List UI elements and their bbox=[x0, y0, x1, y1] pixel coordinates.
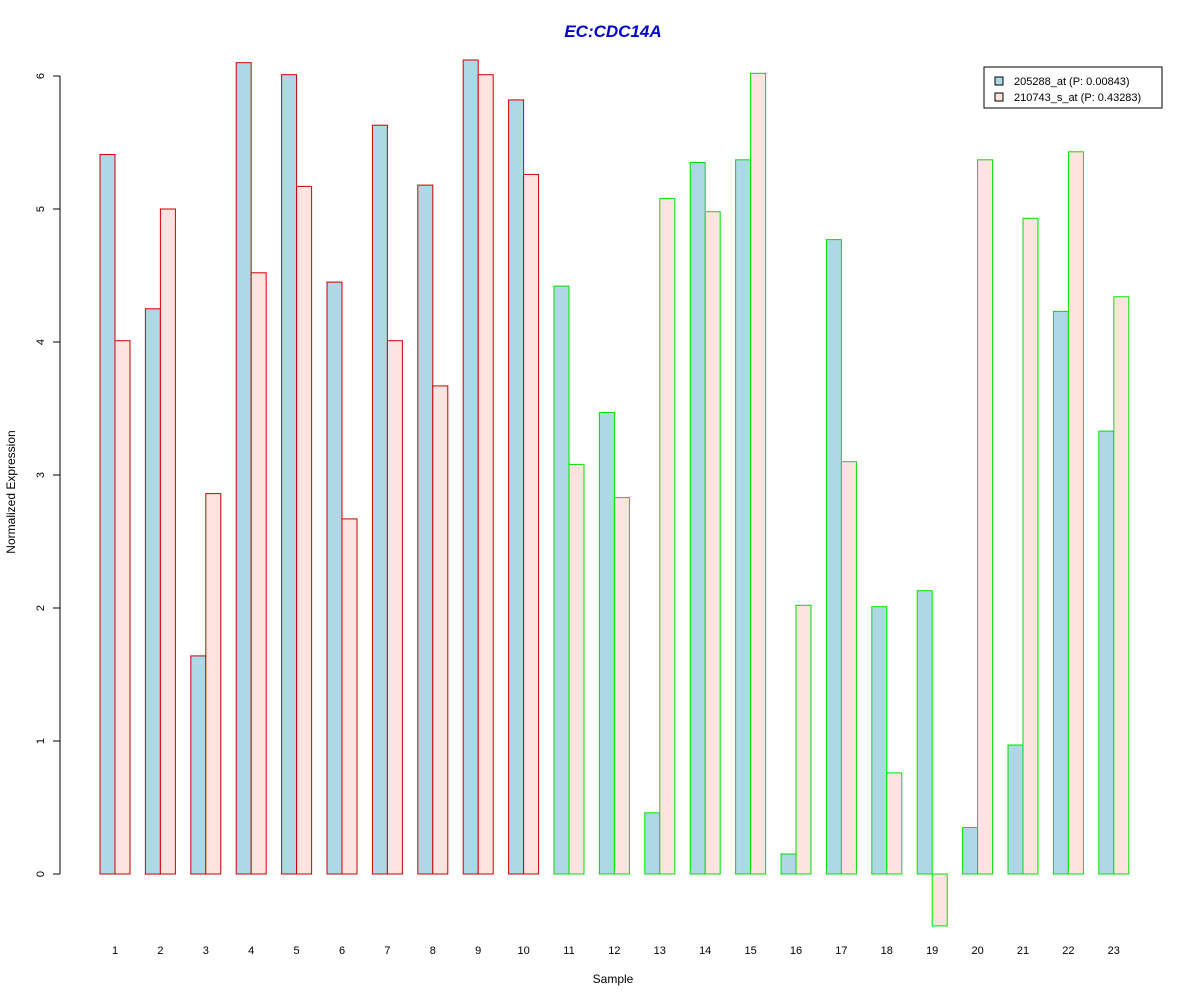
x-axis-label: Sample bbox=[593, 972, 634, 986]
y-axis: 0 1 2 3 4 5 6 bbox=[35, 73, 61, 877]
x-tick-label: 4 bbox=[248, 945, 254, 957]
x-tick-label: 18 bbox=[881, 945, 893, 957]
y-tick-label: 2 bbox=[35, 605, 47, 611]
y-tick-label: 5 bbox=[35, 206, 47, 212]
bar-series2-sample-4 bbox=[250, 272, 267, 875]
x-tick-labels: 1 2 3 4 5 6 7 8 9 10 11 12 13 14 15 16 17 18 19 20 21 22 23 bbox=[112, 945, 1120, 957]
bar-series1-sample-14 bbox=[689, 162, 706, 875]
bar-series1-sample-20 bbox=[962, 827, 979, 875]
bar-series2-sample-18 bbox=[886, 772, 903, 875]
x-tick-label: 11 bbox=[563, 945, 574, 957]
legend-label: 205288_at (P: 0.00843) bbox=[1014, 76, 1130, 88]
bar-series2-sample-15 bbox=[750, 72, 767, 875]
bar-series1-sample-18 bbox=[871, 606, 888, 875]
bar-series2-sample-12 bbox=[613, 497, 630, 875]
bar-series1-sample-19 bbox=[916, 590, 933, 875]
bar-series1-sample-17 bbox=[825, 239, 842, 875]
y-tick-label: 4 bbox=[35, 339, 47, 345]
x-tick-label: 13 bbox=[654, 945, 666, 957]
bar-series1-sample-13 bbox=[644, 812, 661, 875]
legend-box bbox=[983, 66, 1163, 109]
x-tick-label: 12 bbox=[608, 945, 620, 957]
bar-series2-sample-9 bbox=[477, 74, 494, 875]
bar-series1-sample-23 bbox=[1098, 430, 1115, 875]
y-tick-label: 6 bbox=[35, 73, 47, 79]
chart-title: EC:CDC14A bbox=[564, 22, 661, 41]
bar-series1-sample-21 bbox=[1007, 744, 1024, 875]
bar-series2-sample-10 bbox=[523, 173, 540, 875]
bar-series1-sample-4 bbox=[235, 62, 252, 875]
bar-series1-sample-22 bbox=[1052, 310, 1069, 875]
bar-series2-sample-13 bbox=[659, 197, 676, 875]
x-tick-label: 7 bbox=[384, 945, 390, 957]
y-tick-label: 0 bbox=[35, 871, 47, 877]
bar-series2-sample-2 bbox=[159, 208, 176, 875]
bars-group bbox=[99, 59, 1130, 927]
bar-series2-sample-1 bbox=[114, 340, 131, 875]
bar-series2-sample-8 bbox=[432, 385, 449, 875]
x-tick-label: 21 bbox=[1017, 945, 1029, 957]
x-tick-label: 3 bbox=[203, 945, 209, 957]
bar-series2-sample-3 bbox=[205, 493, 222, 875]
bar-series1-sample-11 bbox=[553, 285, 570, 875]
bar-series2-sample-14 bbox=[704, 211, 721, 875]
bar-series2-sample-23 bbox=[1113, 296, 1130, 875]
bar-series1-sample-1 bbox=[99, 154, 116, 875]
x-tick-label: 19 bbox=[926, 945, 938, 957]
bar-series2-sample-20 bbox=[977, 159, 994, 875]
bar-series1-sample-15 bbox=[735, 159, 752, 875]
legend-swatch bbox=[994, 76, 1004, 86]
y-tick-label: 3 bbox=[35, 472, 47, 478]
bar-series1-sample-6 bbox=[326, 281, 343, 875]
bar-series2-sample-11 bbox=[568, 463, 585, 875]
x-tick-label: 5 bbox=[294, 945, 300, 957]
x-tick-label: 17 bbox=[835, 945, 847, 957]
bar-series1-sample-12 bbox=[598, 412, 615, 875]
bar-series2-sample-17 bbox=[840, 461, 857, 875]
x-tick-label: 20 bbox=[971, 945, 983, 957]
bar-series1-sample-2 bbox=[144, 308, 161, 875]
legend-label: 210743_s_at (P: 0.43283) bbox=[1014, 92, 1141, 104]
y-tick-label: 1 bbox=[35, 738, 47, 744]
legend-swatch bbox=[994, 92, 1004, 102]
x-tick-label: 16 bbox=[790, 945, 802, 957]
bar-series2-sample-5 bbox=[296, 185, 313, 875]
bar-series2-sample-7 bbox=[386, 340, 403, 875]
x-tick-label: 1 bbox=[112, 945, 118, 957]
bar-series1-sample-9 bbox=[462, 59, 479, 875]
x-tick-label: 8 bbox=[430, 945, 436, 957]
legend: 205288_at (P: 0.00843) 210743_s_at (P: 0.… bbox=[983, 66, 1163, 109]
bar-series1-sample-3 bbox=[190, 655, 207, 875]
bar-series2-sample-22 bbox=[1067, 151, 1084, 875]
x-tick-label: 22 bbox=[1062, 945, 1074, 957]
bar-series2-sample-16 bbox=[795, 604, 812, 875]
x-tick-label: 2 bbox=[157, 945, 163, 957]
x-tick-label: 15 bbox=[744, 945, 756, 957]
y-axis-label: Normalized Expression bbox=[4, 430, 18, 553]
x-tick-label: 6 bbox=[339, 945, 345, 957]
x-tick-label: 10 bbox=[517, 945, 529, 957]
bar-series2-sample-6 bbox=[341, 518, 358, 875]
bar-series2-sample-19 bbox=[931, 873, 948, 927]
bar-series1-sample-16 bbox=[780, 853, 797, 875]
x-tick-label: 23 bbox=[1108, 945, 1120, 957]
bar-series1-sample-10 bbox=[508, 99, 525, 875]
bar-series1-sample-7 bbox=[371, 124, 388, 875]
bar-series2-sample-21 bbox=[1022, 217, 1039, 875]
bar-series1-sample-5 bbox=[281, 74, 298, 875]
x-tick-label: 9 bbox=[475, 945, 481, 957]
x-tick-label: 14 bbox=[699, 945, 711, 957]
bar-series1-sample-8 bbox=[417, 184, 434, 875]
